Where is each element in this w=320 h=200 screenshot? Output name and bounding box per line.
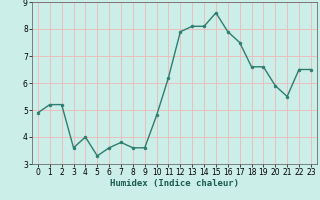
X-axis label: Humidex (Indice chaleur): Humidex (Indice chaleur) — [110, 179, 239, 188]
